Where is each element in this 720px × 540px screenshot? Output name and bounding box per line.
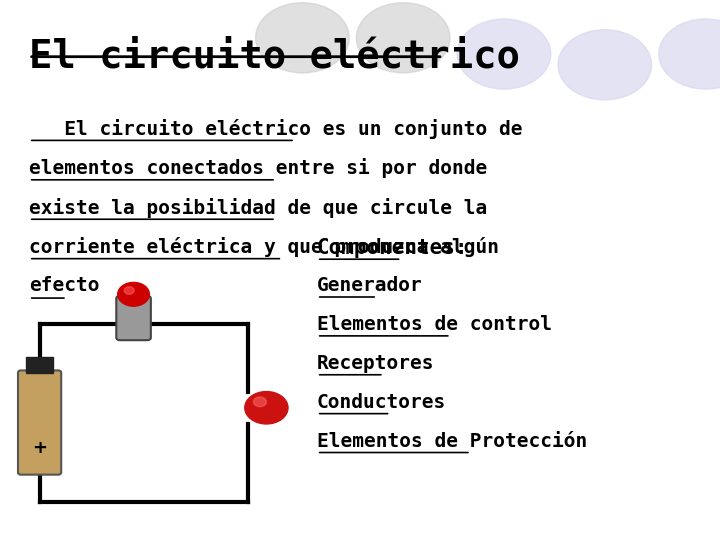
Text: Elementos de control: Elementos de control bbox=[317, 315, 552, 334]
Text: Generador: Generador bbox=[317, 276, 423, 295]
Circle shape bbox=[256, 3, 349, 73]
Text: efecto: efecto bbox=[29, 276, 99, 295]
Circle shape bbox=[245, 392, 288, 424]
Text: elementos conectados entre si por donde: elementos conectados entre si por donde bbox=[29, 158, 487, 178]
Circle shape bbox=[118, 282, 150, 306]
FancyBboxPatch shape bbox=[117, 296, 151, 340]
Circle shape bbox=[253, 397, 266, 407]
Text: +: + bbox=[32, 440, 47, 457]
Text: existe la posibilidad de que circule la: existe la posibilidad de que circule la bbox=[29, 198, 487, 218]
Text: corriente eléctrica y que produzca algún: corriente eléctrica y que produzca algún bbox=[29, 237, 499, 257]
Circle shape bbox=[558, 30, 652, 100]
Circle shape bbox=[457, 19, 551, 89]
Text: Elementos de Protección: Elementos de Protección bbox=[317, 432, 587, 451]
Circle shape bbox=[356, 3, 450, 73]
Text: El circuito eléctrico es un conjunto de: El circuito eléctrico es un conjunto de bbox=[29, 119, 522, 139]
Text: El circuito eléctrico: El circuito eléctrico bbox=[29, 38, 520, 76]
Text: Componentes:: Componentes: bbox=[317, 238, 468, 258]
Text: Conductores: Conductores bbox=[317, 393, 446, 412]
Bar bbox=[26, 357, 53, 373]
FancyBboxPatch shape bbox=[18, 370, 61, 475]
Circle shape bbox=[659, 19, 720, 89]
Text: Receptores: Receptores bbox=[317, 354, 434, 373]
Circle shape bbox=[125, 287, 134, 294]
